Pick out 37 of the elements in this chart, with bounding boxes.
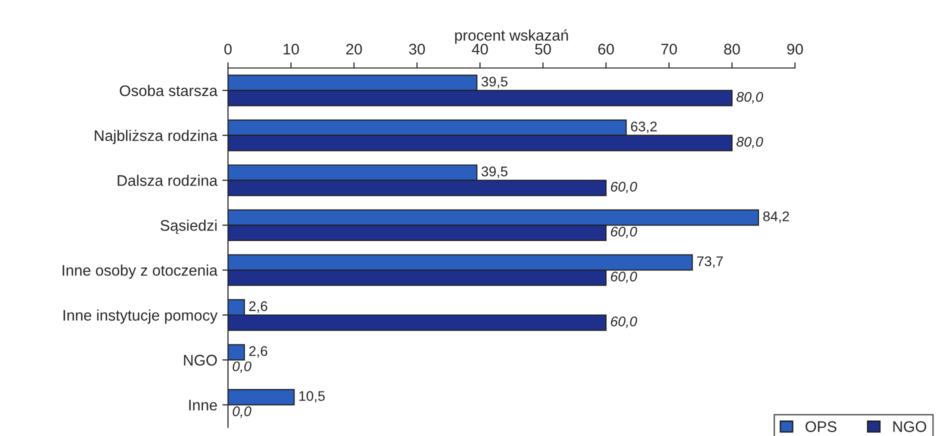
data-label: 80,0 — [736, 136, 764, 148]
y-tick-label: Inne osoby z otoczenia — [62, 264, 218, 279]
data-label: 63,2 — [631, 122, 657, 134]
y-tick-label: Inne — [189, 400, 217, 411]
data-label: 60,0 — [610, 272, 638, 284]
data-label: 73,7 — [697, 256, 723, 268]
y-tick-label: Najbliższa rodzina — [94, 130, 218, 144]
x-tick-label: 90 — [787, 44, 803, 55]
x-tick-label: 0 — [224, 44, 232, 55]
x-tick-label: 10 — [284, 44, 299, 55]
data-label: 60,0 — [610, 316, 638, 328]
y-tick-label: Osoba starsza — [120, 84, 218, 96]
data-label: 39,5 — [482, 166, 508, 178]
x-tick-label: 50 — [535, 44, 551, 55]
x-tick-label: 60 — [598, 44, 614, 55]
data-label: 0,0 — [232, 361, 252, 373]
y-tick-label: Dalsza rodzina — [118, 174, 218, 186]
data-label: 84,2 — [763, 211, 789, 223]
y-tick-label: Inne instytucje pomocy — [64, 309, 218, 324]
data-label: 80,0 — [736, 92, 764, 104]
data-label: 2,6 — [249, 301, 268, 313]
x-tick-label: 80 — [724, 44, 740, 55]
data-label: 10,5 — [299, 391, 325, 403]
y-tick-label: NGO — [184, 354, 217, 366]
y-tick-label: Sąsiedzi — [160, 220, 217, 234]
data-label: 60,0 — [610, 226, 638, 238]
data-label: 0,0 — [232, 406, 252, 418]
data-label: 60,0 — [610, 182, 638, 194]
data-label: 2,6 — [249, 346, 268, 358]
data-label: 39,5 — [482, 76, 508, 88]
x-tick-label: 20 — [346, 44, 362, 55]
x-tick-label: 30 — [409, 44, 425, 55]
x-axis-title: procent wskazań — [455, 29, 568, 44]
legend-label: OPS — [806, 421, 836, 432]
legend-label: NGO — [893, 421, 926, 432]
x-tick-label: 70 — [661, 44, 677, 55]
x-tick-label: 40 — [472, 44, 488, 55]
